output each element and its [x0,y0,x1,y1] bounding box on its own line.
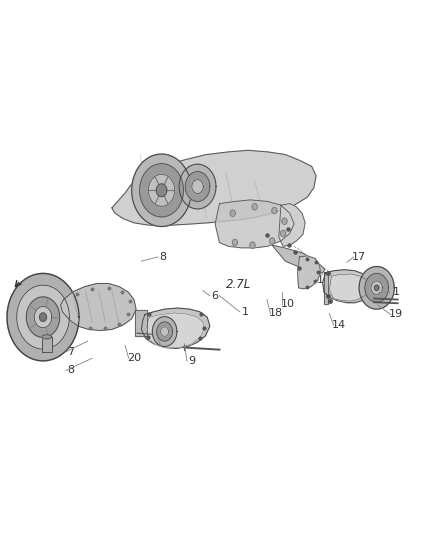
Polygon shape [39,313,46,321]
Polygon shape [249,242,254,248]
Polygon shape [251,204,257,210]
Text: 4: 4 [162,341,169,350]
Polygon shape [232,239,237,246]
Polygon shape [272,245,324,273]
Text: 7: 7 [67,347,74,357]
Polygon shape [323,272,328,304]
Polygon shape [135,310,147,336]
Polygon shape [322,270,371,303]
Polygon shape [215,200,293,248]
Text: 1: 1 [241,307,248,317]
Polygon shape [148,174,174,206]
Polygon shape [191,180,203,193]
Text: 17: 17 [351,252,365,262]
Text: 20: 20 [127,353,141,363]
Polygon shape [42,337,52,352]
Text: 10: 10 [280,299,294,309]
Polygon shape [7,273,79,361]
Polygon shape [152,317,177,346]
Text: 6: 6 [211,291,218,301]
Text: 2.7L: 2.7L [225,278,251,291]
Text: 9: 9 [188,357,195,366]
Polygon shape [26,297,60,337]
Polygon shape [156,322,172,341]
Polygon shape [358,266,393,309]
Polygon shape [328,274,368,301]
Text: 8: 8 [67,366,74,375]
Polygon shape [141,308,209,349]
Polygon shape [131,154,191,227]
Polygon shape [156,184,166,197]
Text: 18: 18 [268,309,282,318]
Polygon shape [112,150,315,226]
Polygon shape [364,273,388,302]
Text: 16: 16 [316,275,330,285]
Polygon shape [139,164,183,217]
Polygon shape [271,207,276,214]
Polygon shape [370,281,381,295]
Polygon shape [280,230,285,237]
Text: 19: 19 [388,310,402,319]
Polygon shape [42,335,52,339]
Polygon shape [278,204,304,246]
Polygon shape [297,256,320,289]
Text: 11: 11 [386,287,400,297]
Polygon shape [34,306,52,328]
Polygon shape [269,238,274,244]
Polygon shape [281,218,286,224]
Polygon shape [374,285,378,290]
Polygon shape [179,164,215,209]
Polygon shape [185,172,209,201]
Text: 14: 14 [331,320,345,330]
Polygon shape [17,285,69,349]
Polygon shape [160,327,168,336]
Polygon shape [230,210,235,216]
Polygon shape [60,284,136,330]
Polygon shape [145,313,204,348]
Text: 8: 8 [159,252,166,262]
